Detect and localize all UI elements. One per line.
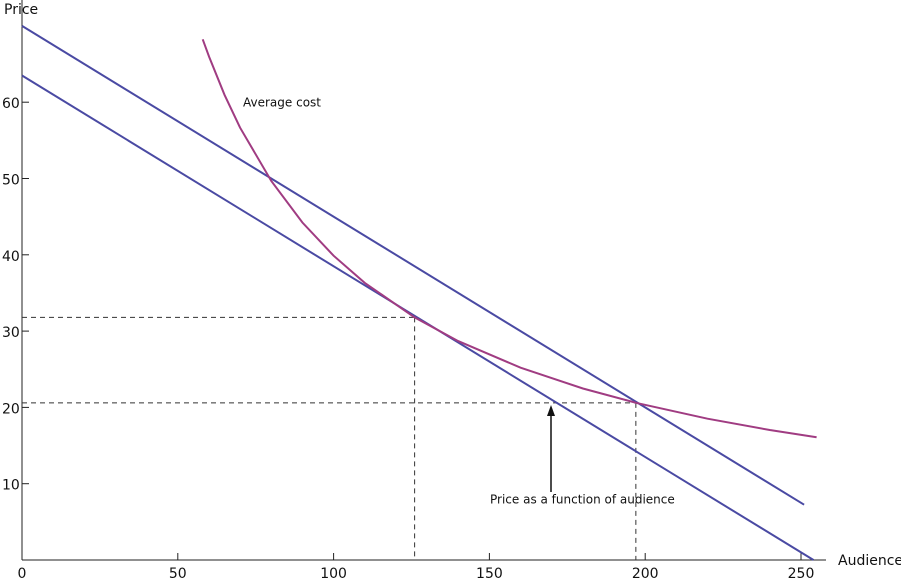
x-tick-label: 150 [476, 566, 503, 581]
series-line [21, 74, 815, 561]
x-tick-label: 100 [320, 566, 347, 581]
x-tick-label: 0 [18, 566, 27, 581]
y-tick-label: 10 [2, 478, 20, 494]
x-tick-label: 250 [788, 566, 815, 581]
y-tick-label: 60 [2, 96, 20, 112]
series-line [201, 38, 817, 439]
series-line [21, 25, 805, 506]
x-tick-label: 50 [169, 566, 187, 581]
y-tick-label: 50 [2, 173, 20, 189]
y-tick-label: 20 [2, 401, 20, 417]
y-tick-label: 40 [2, 249, 20, 265]
arrow-head [547, 405, 555, 416]
series-label: Price as a function of audience [490, 493, 675, 507]
series-label: Average cost [243, 96, 321, 110]
y-axis-label: Price [4, 2, 38, 18]
x-axis-label: Audience [838, 553, 901, 569]
y-tick-label: 30 [2, 325, 20, 341]
x-tick-label: 200 [632, 566, 659, 581]
